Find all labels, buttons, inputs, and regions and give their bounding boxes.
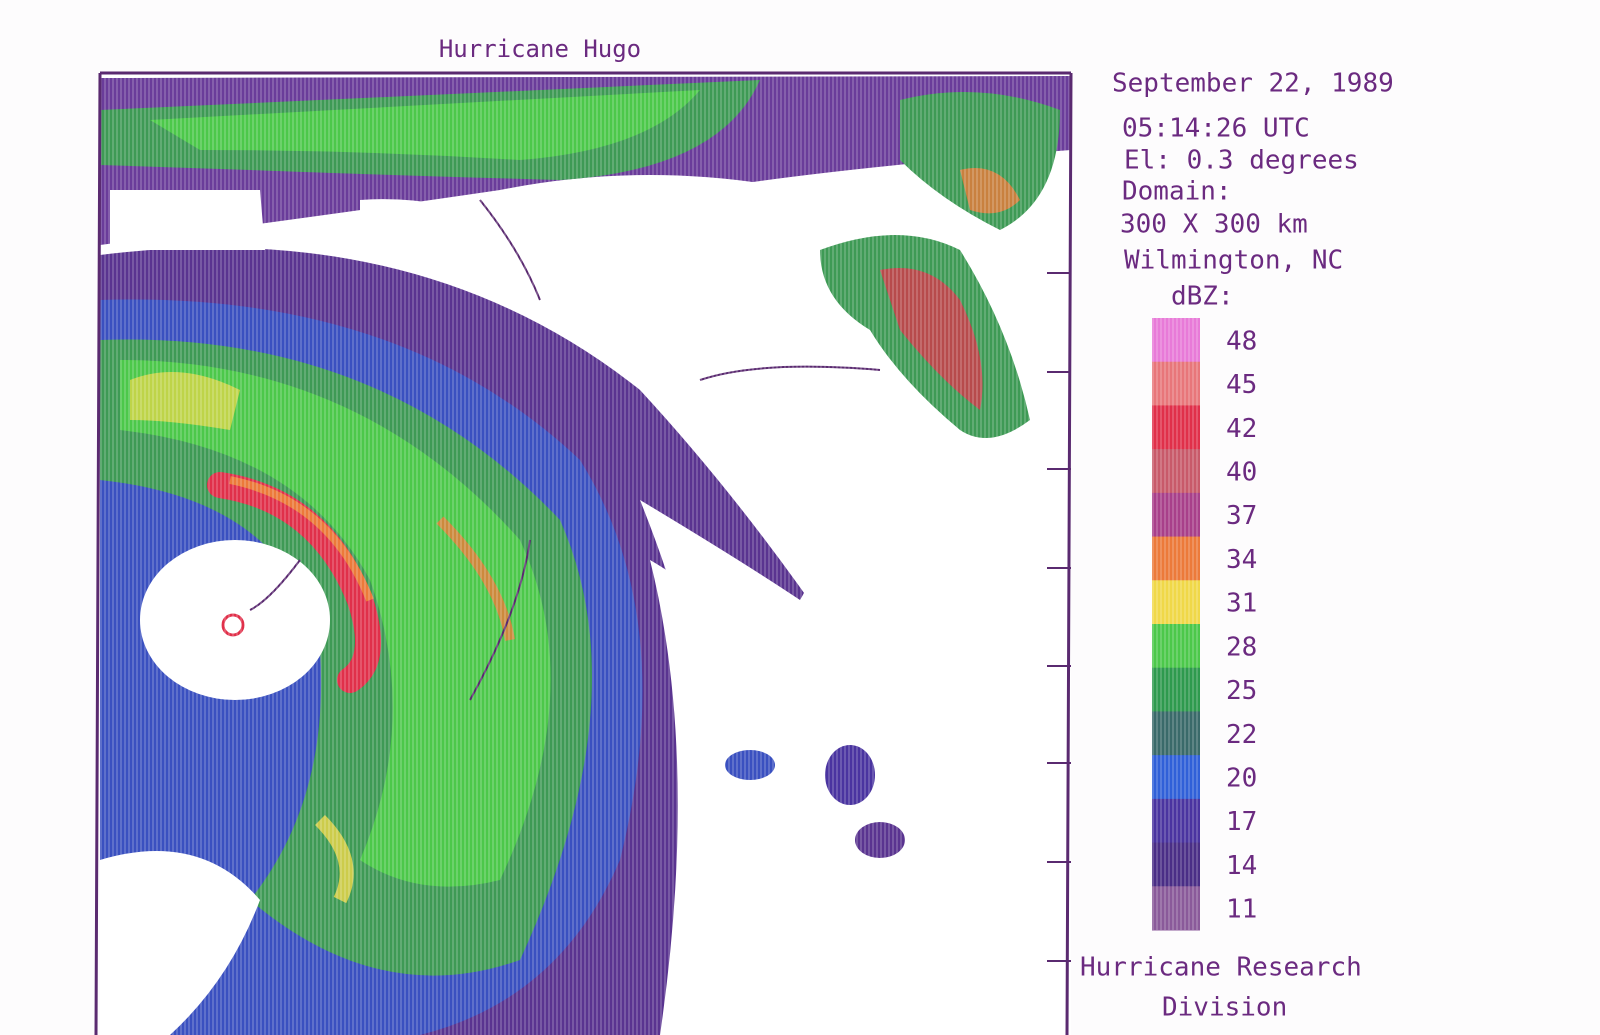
legend-texture xyxy=(1152,318,1200,930)
footer-line: Division xyxy=(1162,993,1287,1023)
radar-image xyxy=(100,73,1071,1035)
footer: Hurricane Research Division xyxy=(1080,953,1362,1023)
info-line: dBZ: xyxy=(1171,282,1234,312)
legend-label: 20 xyxy=(1226,764,1257,794)
legend-label: 37 xyxy=(1226,501,1257,531)
legend-label: 34 xyxy=(1226,545,1257,575)
map-frame xyxy=(94,71,1073,1035)
info-line: El: 0.3 degrees xyxy=(1124,146,1359,176)
info-line: 300 X 300 km xyxy=(1120,210,1308,240)
legend-label: 14 xyxy=(1226,851,1257,881)
info-line: Domain: xyxy=(1122,177,1232,207)
legend-label: 22 xyxy=(1226,720,1257,750)
legend-label: 11 xyxy=(1226,895,1257,925)
legend: 48 45 42 40 37 34 31 28 25 22 20 17 14 11 xyxy=(1152,318,1257,931)
legend-label: 28 xyxy=(1226,632,1257,662)
legend-label: 42 xyxy=(1226,414,1257,444)
footer-line: Hurricane Research xyxy=(1080,953,1362,983)
legend-label: 45 xyxy=(1226,370,1257,400)
frame-ticks xyxy=(1047,272,1071,962)
info-line: September 22, 1989 xyxy=(1112,69,1394,99)
legend-label: 40 xyxy=(1226,458,1257,488)
info-line: Wilmington, NC xyxy=(1124,246,1343,276)
legend-label: 17 xyxy=(1226,807,1257,837)
legend-label: 48 xyxy=(1226,326,1257,356)
legend-label: 25 xyxy=(1226,676,1257,706)
title: Hurricane Hugo xyxy=(439,35,641,63)
legend-label: 31 xyxy=(1226,589,1257,619)
info-line: 05:14:26 UTC xyxy=(1122,114,1310,144)
